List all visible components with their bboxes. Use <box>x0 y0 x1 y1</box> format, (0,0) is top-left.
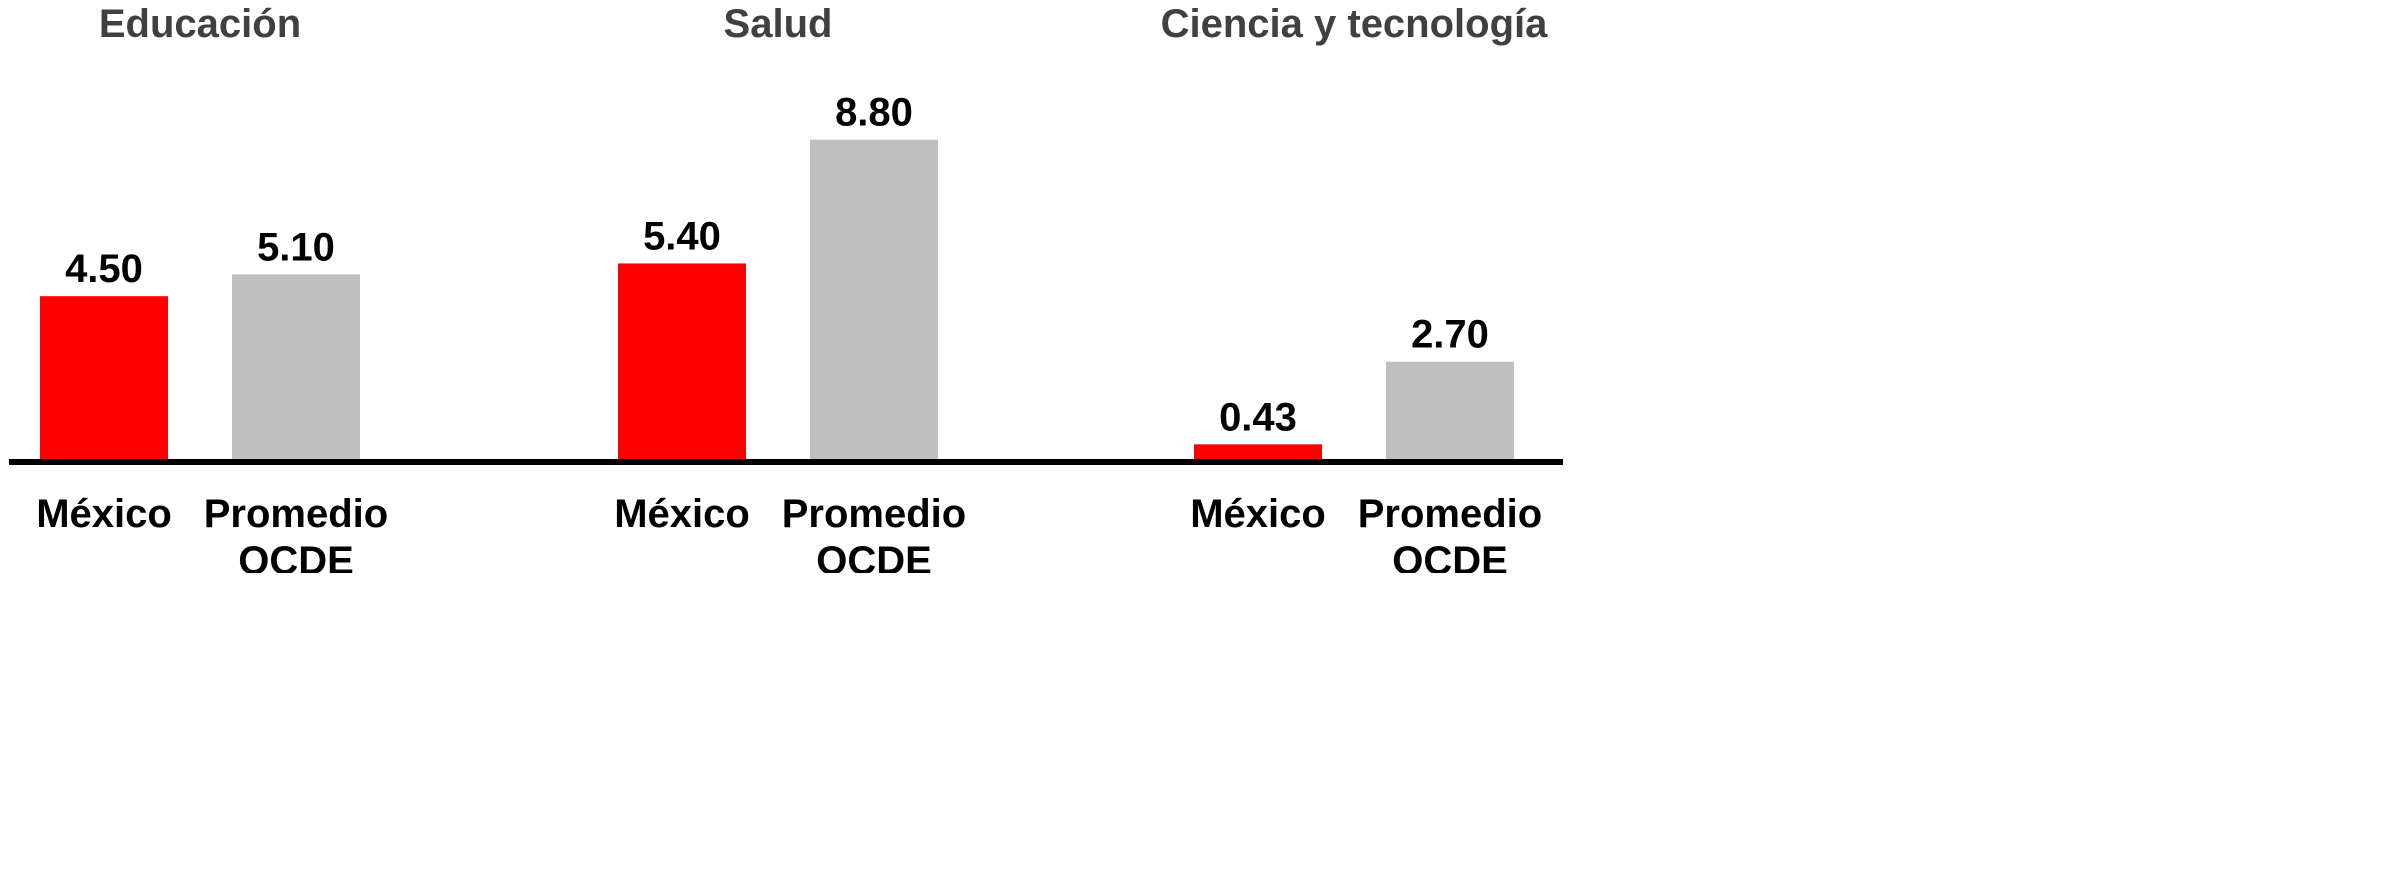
group-title: Salud <box>724 2 833 46</box>
data-label: 5.10 <box>257 225 335 269</box>
group-title: Ciencia y tecnología <box>1161 2 1549 46</box>
bar-chart: Educación4.50México5.10PromedioOCDESalud… <box>9 2 1563 573</box>
data-label: 2.70 <box>1411 313 1489 357</box>
category-label: México <box>36 492 172 536</box>
bar <box>40 296 168 460</box>
category-label: Promedio <box>1358 492 1542 536</box>
group-title: Educación <box>99 2 301 46</box>
category-label: México <box>1190 492 1326 536</box>
bar <box>618 263 746 460</box>
bar <box>1386 361 1514 460</box>
bar <box>810 139 938 460</box>
category-label: Promedio <box>204 492 388 536</box>
category-label: OCDE <box>238 539 354 573</box>
bar <box>1194 444 1322 460</box>
data-label: 8.80 <box>835 91 913 135</box>
category-label: México <box>614 492 750 536</box>
bar <box>232 274 360 460</box>
category-label: OCDE <box>1392 539 1508 573</box>
data-label: 4.50 <box>65 247 143 291</box>
category-label: Promedio <box>782 492 966 536</box>
data-label: 5.40 <box>643 214 721 258</box>
data-label: 0.43 <box>1219 395 1297 439</box>
category-label: OCDE <box>816 539 932 573</box>
